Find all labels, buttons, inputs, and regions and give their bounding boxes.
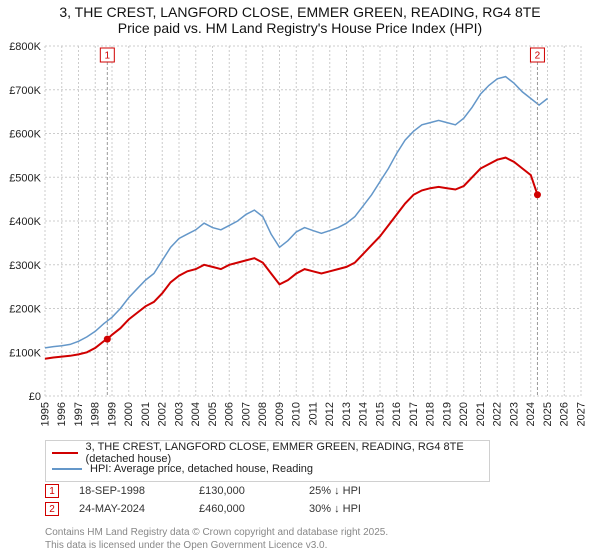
marker-point-2: [534, 191, 541, 198]
svg-text:£400K: £400K: [9, 216, 41, 228]
svg-text:2007: 2007: [240, 402, 252, 426]
marker-date-2: 24-MAY-2024: [79, 503, 199, 515]
marker-date-1: 18-SEP-1998: [79, 485, 199, 497]
svg-text:2013: 2013: [341, 402, 353, 426]
svg-text:2012: 2012: [324, 402, 336, 426]
marker-delta-2: 30% ↓ HPI: [309, 503, 409, 515]
marker-price-1: £130,000: [199, 485, 309, 497]
svg-text:2011: 2011: [307, 402, 319, 426]
svg-text:2009: 2009: [274, 402, 286, 426]
svg-text:2010: 2010: [291, 402, 303, 426]
svg-text:£600K: £600K: [9, 129, 41, 141]
svg-text:1999: 1999: [106, 402, 118, 426]
legend-swatch-hpi: [52, 468, 82, 470]
svg-text:2008: 2008: [257, 402, 269, 426]
svg-text:2001: 2001: [140, 402, 152, 426]
svg-text:1998: 1998: [90, 402, 102, 426]
svg-text:2000: 2000: [123, 402, 135, 426]
legend-label-property: 3, THE CREST, LANGFORD CLOSE, EMMER GREE…: [86, 441, 483, 465]
marker-delta-1: 25% ↓ HPI: [309, 485, 409, 497]
svg-text:2018: 2018: [425, 402, 437, 426]
legend-label-hpi: HPI: Average price, detached house, Read…: [90, 463, 313, 475]
marker-num-2: 2: [45, 502, 59, 516]
svg-text:2006: 2006: [224, 402, 236, 426]
marker-price-2: £460,000: [199, 503, 309, 515]
svg-text:2016: 2016: [391, 402, 403, 426]
svg-text:2024: 2024: [525, 402, 537, 426]
svg-text:£700K: £700K: [9, 85, 41, 97]
svg-text:2026: 2026: [559, 402, 571, 426]
svg-text:1996: 1996: [56, 402, 68, 426]
marker-label-1: 1: [105, 51, 111, 62]
svg-text:2027: 2027: [575, 402, 587, 426]
svg-text:2004: 2004: [190, 402, 202, 426]
svg-text:£100K: £100K: [9, 347, 41, 359]
marker-point-1: [104, 336, 111, 343]
svg-text:£300K: £300K: [9, 260, 41, 272]
chart-svg: £0 £100K £200K £300K £400K £500K £600K £700K £80…: [0, 0, 600, 436]
svg-text:2025: 2025: [542, 402, 554, 426]
svg-text:2022: 2022: [492, 402, 504, 426]
svg-text:1995: 1995: [39, 402, 51, 426]
svg-text:2023: 2023: [508, 402, 520, 426]
svg-text:2021: 2021: [475, 402, 487, 426]
svg-text:2019: 2019: [441, 402, 453, 426]
attribution-line2: This data is licensed under the Open Gov…: [45, 539, 388, 552]
legend-swatch-property: [52, 452, 78, 454]
markers-table: 1 18-SEP-1998 £130,000 25% ↓ HPI 2 24-MA…: [45, 482, 409, 518]
marker-row-1: 1 18-SEP-1998 £130,000 25% ↓ HPI: [45, 482, 409, 500]
svg-text:1997: 1997: [73, 402, 85, 426]
svg-text:2014: 2014: [358, 402, 370, 426]
svg-text:2020: 2020: [458, 402, 470, 426]
svg-text:2015: 2015: [374, 402, 386, 426]
legend: 3, THE CREST, LANGFORD CLOSE, EMMER GREE…: [45, 440, 490, 482]
svg-text:2003: 2003: [173, 402, 185, 426]
chart-container: 3, THE CREST, LANGFORD CLOSE, EMMER GREE…: [0, 0, 600, 560]
attribution: Contains HM Land Registry data © Crown c…: [45, 526, 388, 552]
marker-label-2: 2: [535, 51, 541, 62]
marker-num-1: 1: [45, 484, 59, 498]
svg-text:2002: 2002: [157, 402, 169, 426]
legend-row-property: 3, THE CREST, LANGFORD CLOSE, EMMER GREE…: [52, 445, 483, 461]
attribution-line1: Contains HM Land Registry data © Crown c…: [45, 526, 388, 539]
marker-row-2: 2 24-MAY-2024 £460,000 30% ↓ HPI: [45, 500, 409, 518]
svg-text:£0: £0: [29, 391, 41, 403]
svg-text:£500K: £500K: [9, 172, 41, 184]
svg-text:2005: 2005: [207, 402, 219, 426]
svg-text:£800K: £800K: [9, 41, 41, 53]
svg-text:£200K: £200K: [9, 304, 41, 316]
svg-text:2017: 2017: [408, 402, 420, 426]
